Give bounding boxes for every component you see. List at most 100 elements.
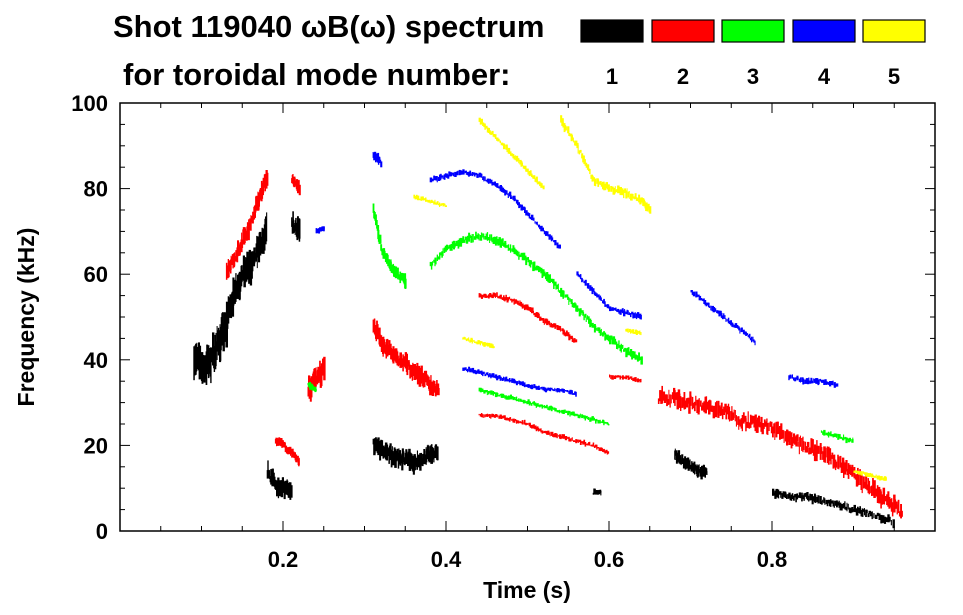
- spectral-mark: [869, 511, 872, 517]
- spectral-mark: [758, 415, 761, 427]
- spectral-mark: [497, 375, 499, 380]
- spectral-mark: [689, 459, 691, 470]
- spectral-mark: [668, 389, 670, 405]
- spectral-mark: [677, 450, 681, 462]
- spectral-mark: [812, 496, 815, 501]
- spectral-mark: [520, 399, 523, 402]
- spectral-mark: [680, 455, 682, 462]
- spectral-mark: [383, 447, 385, 457]
- spectral-mark: [493, 375, 496, 378]
- spectral-mark: [885, 517, 888, 522]
- spectral-mark: [213, 345, 216, 372]
- spectral-mark: [635, 313, 638, 320]
- series-1-segment-5: [372, 437, 439, 475]
- spectral-mark: [539, 181, 541, 187]
- spectral-mark: [375, 214, 377, 226]
- spectral-mark: [625, 375, 627, 380]
- spectral-mark: [695, 395, 697, 406]
- spectral-mark: [634, 193, 637, 199]
- spectral-mark: [475, 370, 477, 375]
- spectral-mark: [510, 195, 512, 199]
- spectral-mark: [408, 362, 410, 369]
- spectral-mark: [468, 366, 471, 372]
- spectral-mark: [703, 401, 705, 413]
- series-5-segment-6: [853, 470, 887, 481]
- spectral-mark: [499, 294, 502, 299]
- spectral-mark: [514, 419, 517, 421]
- spectral-mark: [674, 390, 676, 406]
- spectral-mark: [484, 293, 487, 298]
- spectral-mark: [372, 152, 374, 158]
- spectral-mark: [483, 176, 485, 182]
- spectral-mark: [674, 448, 676, 460]
- spectral-mark: [490, 414, 492, 419]
- spectral-mark: [290, 450, 291, 456]
- spectral-mark: [585, 317, 587, 322]
- spectral-mark: [817, 379, 820, 386]
- spectral-mark: [234, 291, 236, 303]
- spectral-mark: [570, 390, 573, 394]
- spectral-mark: [648, 207, 650, 213]
- spectral-mark: [583, 281, 586, 284]
- spectral-mark: [547, 387, 550, 391]
- spectral-mark: [482, 414, 484, 418]
- spectral-mark: [749, 414, 752, 428]
- spectral-mark: [532, 386, 534, 389]
- spectral-mark: [579, 440, 582, 445]
- spectral-mark: [508, 417, 511, 422]
- spectral-mark: [454, 243, 456, 248]
- spectral-mark: [575, 140, 578, 146]
- spectral-mark: [818, 379, 820, 385]
- spectral-mark: [483, 414, 485, 418]
- spectral-mark: [512, 380, 514, 383]
- spectral-mark: [563, 436, 565, 438]
- spectral-mark: [540, 316, 542, 321]
- spectral-mark: [663, 397, 666, 403]
- spectral-mark: [832, 380, 834, 386]
- legend-label-4: 4: [818, 64, 831, 89]
- spectral-mark: [491, 237, 493, 243]
- spectral-mark: [578, 414, 581, 419]
- spectral-mark: [463, 239, 466, 243]
- spectral-mark: [592, 417, 595, 420]
- spectral-mark: [605, 449, 608, 453]
- y-tick-label: 80: [84, 177, 108, 202]
- spectral-mark: [486, 413, 489, 417]
- spectral-mark: [852, 468, 854, 475]
- spectral-mark: [515, 199, 518, 204]
- spectral-mark: [845, 506, 847, 511]
- spectral-mark: [527, 257, 529, 263]
- spectral-mark: [582, 415, 584, 418]
- spectral-mark: [631, 311, 634, 315]
- spectral-mark: [266, 172, 269, 186]
- spectral-mark: [592, 325, 595, 328]
- spectral-mark: [477, 369, 480, 374]
- spectral-mark: [505, 190, 508, 194]
- spectral-mark: [754, 340, 756, 346]
- spectral-mark: [496, 414, 498, 417]
- spectral-mark: [648, 203, 650, 209]
- spectral-mark: [571, 135, 573, 141]
- spectral-mark: [565, 330, 568, 336]
- spectral-mark: [852, 437, 854, 443]
- spectral-mark: [464, 367, 467, 371]
- spectral-mark: [572, 411, 575, 416]
- spectral-mark: [497, 296, 499, 299]
- spectral-mark: [540, 387, 543, 389]
- spectral-mark: [773, 492, 775, 496]
- spectral-mark: [518, 398, 520, 402]
- spectral-mark: [550, 431, 554, 436]
- spectral-mark: [241, 265, 243, 276]
- spectral-mark: [572, 440, 575, 442]
- spectral-mark: [793, 433, 796, 444]
- spectral-mark: [714, 310, 717, 312]
- spectral-mark: [595, 179, 596, 187]
- spectral-mark: [526, 304, 529, 311]
- spectral-mark: [595, 292, 597, 296]
- spectral-mark: [583, 155, 585, 165]
- spectral-mark: [819, 496, 822, 504]
- spectral-mark: [839, 436, 842, 439]
- spectral-mark: [520, 301, 523, 307]
- spectral-mark: [624, 188, 626, 193]
- spectral-mark: [486, 232, 489, 241]
